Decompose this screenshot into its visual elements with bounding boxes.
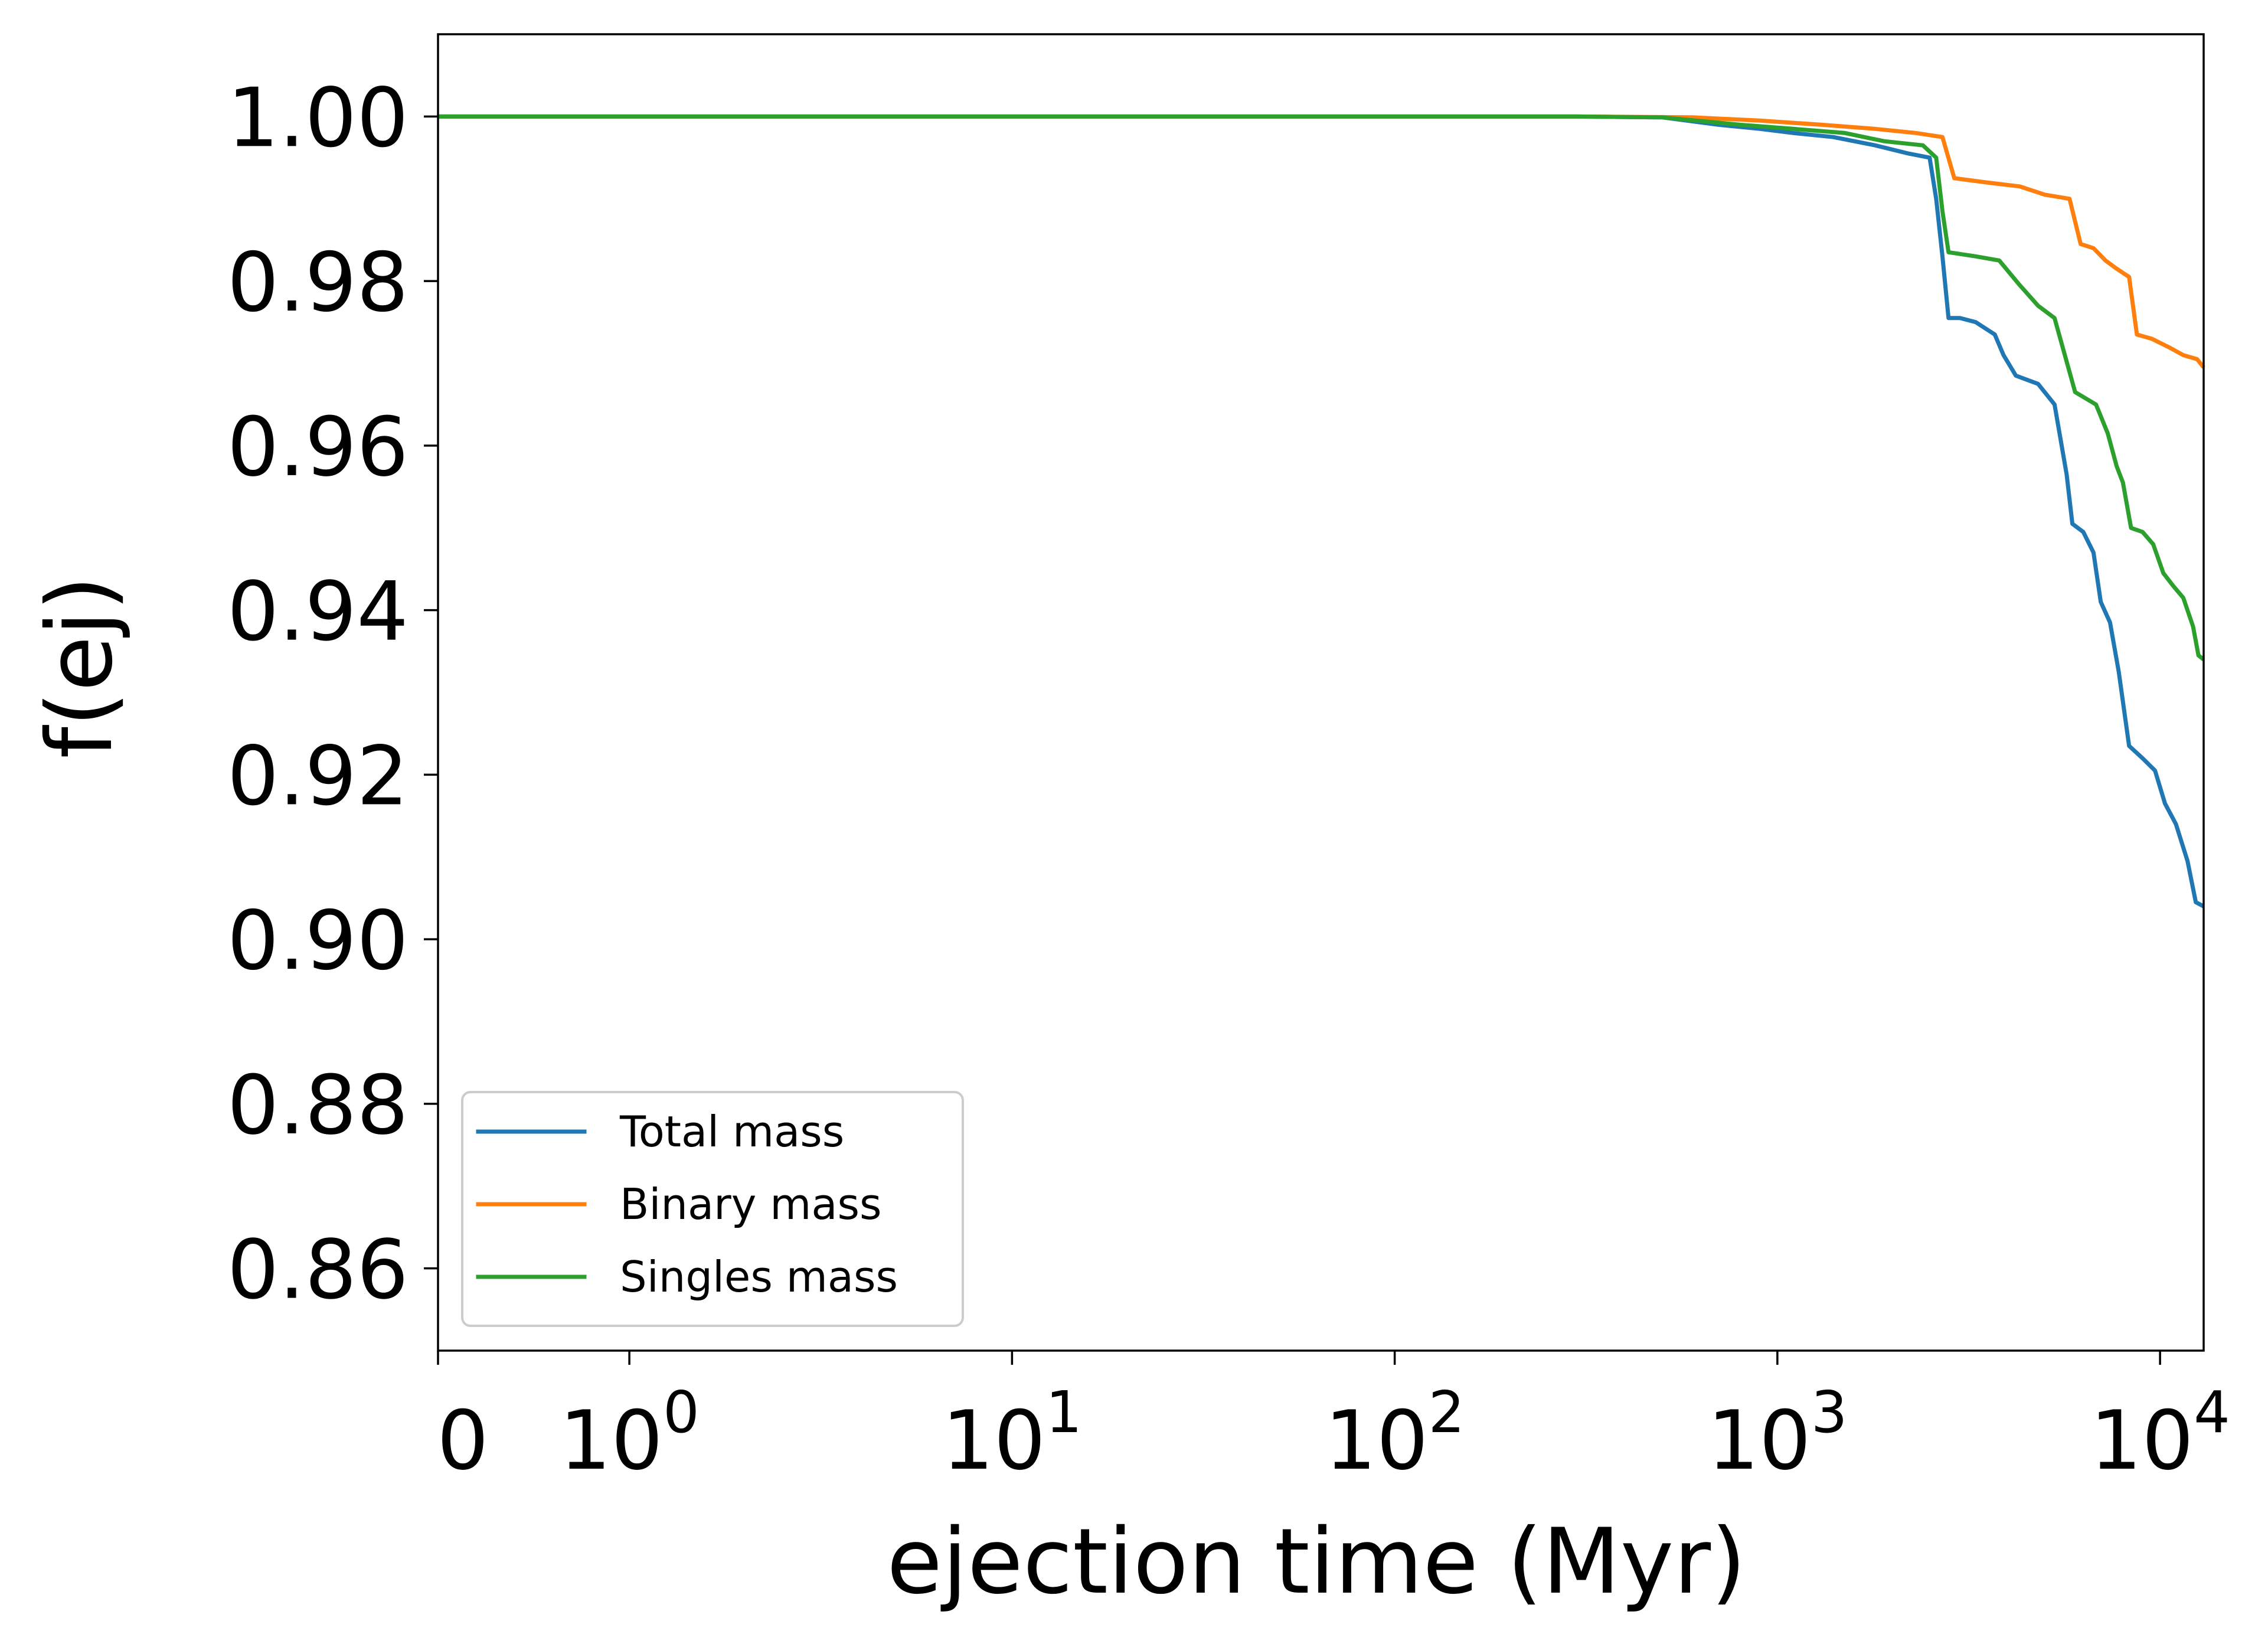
y-tick-label: 0.88 (227, 1058, 408, 1153)
y-axis-label: f(ej) (28, 576, 133, 759)
legend-label-singles-mass: Singles mass (620, 1252, 898, 1302)
y-tick-label: 0.98 (227, 235, 408, 330)
x-tick-exponent: 4 (2194, 1379, 2230, 1446)
x-tick-base: 10 (1707, 1393, 1811, 1488)
x-tick-base: 10 (942, 1393, 1046, 1488)
x-tick-exponent: 0 (663, 1379, 700, 1446)
y-tick-label: 0.86 (227, 1223, 408, 1318)
x-tick-exponent: 3 (1811, 1379, 1848, 1446)
y-tick-label: 0.96 (227, 400, 408, 495)
legend-label-total-mass: Total mass (619, 1107, 844, 1156)
x-tick-base: 0 (437, 1393, 489, 1488)
x-tick-base: 10 (559, 1393, 663, 1488)
y-tick-label: 1.00 (227, 70, 408, 165)
x-tick-exponent: 1 (1045, 1379, 1082, 1446)
x-tick-label: 0 (437, 1393, 489, 1488)
y-tick-label: 0.94 (227, 564, 408, 659)
x-tick-base: 10 (1325, 1393, 1429, 1488)
x-tick-base: 10 (2090, 1393, 2194, 1488)
y-tick-label: 0.92 (227, 728, 408, 823)
x-axis-label: ejection time (Myr) (887, 1509, 1746, 1614)
chart-figure: 0 100 101 102 103 104 0.860.880.900.920.940.9… (0, 0, 2268, 1644)
legend-label-binary-mass: Binary mass (620, 1179, 882, 1229)
legend: Total mass Binary mass Singles mass (462, 1092, 963, 1326)
y-tick-label: 0.90 (227, 893, 408, 988)
x-tick-exponent: 2 (1429, 1379, 1465, 1446)
